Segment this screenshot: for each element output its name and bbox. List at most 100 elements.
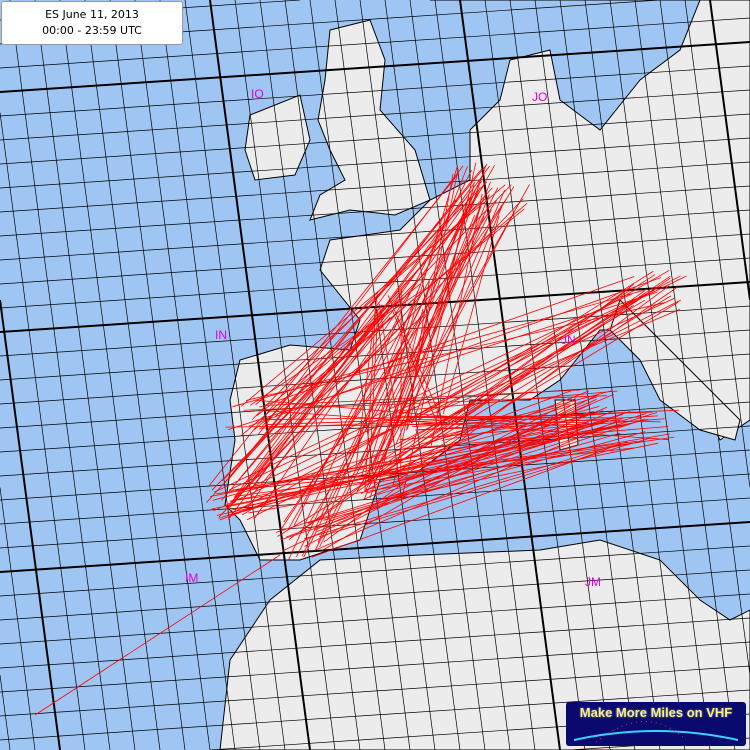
grid-meridian [434, 0, 536, 750]
propagation-path [395, 189, 505, 445]
propagation-path [361, 290, 419, 476]
propagation-path [364, 390, 590, 482]
propagation-path [397, 286, 679, 481]
propagation-path [226, 283, 417, 509]
propagation-path [212, 403, 571, 501]
propagation-path [253, 208, 525, 431]
propagation-path [233, 304, 392, 504]
grid-meridian [459, 0, 561, 750]
propagation-path [250, 296, 420, 497]
propagation-path [214, 293, 632, 493]
propagation-path [240, 295, 407, 437]
propagation-path [233, 199, 456, 498]
propagation-path [382, 442, 659, 500]
propagation-path [213, 297, 676, 512]
propagation-path [387, 295, 442, 420]
grid-meridian [609, 0, 711, 750]
propagation-path [307, 432, 621, 524]
propagation-path [245, 275, 687, 491]
propagation-path [248, 441, 644, 514]
propagation-paths [34, 162, 687, 716]
propagation-path [293, 169, 472, 527]
propagation-path [364, 216, 485, 499]
grid-meridian [684, 0, 750, 488]
grid-meridian [409, 0, 511, 750]
grid-parallel [0, 593, 750, 645]
propagation-path [369, 167, 458, 466]
grid-parallel [0, 665, 750, 717]
grid-meridian [584, 0, 686, 750]
grid-meridian [59, 0, 161, 750]
propagation-path [245, 302, 666, 401]
grid-meridian [34, 0, 136, 750]
propagation-path [388, 398, 576, 498]
propagation-path [364, 423, 622, 491]
propagation-path [262, 410, 669, 440]
grid-meridian [0, 299, 61, 750]
logo: Make More Miles on VHF [566, 702, 746, 746]
propagation-path [368, 308, 379, 484]
propagation-path [261, 409, 679, 429]
propagation-path [442, 215, 500, 415]
propagation-path [415, 270, 654, 420]
grid-parallel [0, 257, 750, 309]
grid-parallel [0, 329, 750, 381]
grid-meridian [84, 0, 186, 750]
grid-parallel [0, 137, 750, 189]
land-ireland [244, 94, 311, 181]
field-label: IO [251, 87, 264, 101]
grid-parallel [0, 113, 750, 165]
grid-meridian [484, 0, 586, 750]
propagation-path [288, 319, 400, 560]
propagation-path [323, 431, 646, 521]
grid-meridian [184, 0, 286, 750]
propagation-path [316, 411, 613, 533]
grid-parallel [0, 89, 750, 141]
propagation-path [308, 186, 515, 525]
grid-meridian [709, 0, 750, 301]
propagation-path [249, 289, 424, 406]
propagation-path [315, 419, 621, 551]
propagation-path [222, 314, 386, 482]
grid-meridian [359, 0, 461, 750]
propagation-path [286, 413, 623, 538]
propagation-path [275, 412, 658, 533]
grid-meridian [309, 0, 411, 750]
propagation-path [229, 427, 602, 502]
propagation-path [211, 184, 512, 491]
grid-meridian [259, 0, 361, 750]
propagation-path [259, 276, 635, 408]
propagation-path [436, 274, 656, 414]
propagation-path [303, 315, 422, 558]
propagation-path [317, 166, 468, 543]
propagation-path [231, 198, 524, 503]
propagation-path [223, 169, 482, 484]
propagation-path [257, 165, 464, 436]
grid-parallel [0, 41, 750, 93]
propagation-path [366, 181, 491, 482]
grid-parallel [0, 233, 750, 285]
grid-meridian [159, 0, 261, 750]
title-box: ES June 11, 2013 00:00 - 23:59 UTC [1, 1, 183, 45]
grid-meridian [9, 0, 111, 750]
propagation-path [369, 165, 487, 499]
propagation-path [304, 441, 628, 540]
grid-parallel [0, 185, 750, 237]
propagation-path [229, 290, 655, 491]
propagation-path [399, 277, 671, 463]
propagation-path [251, 181, 488, 420]
propagation-path [441, 411, 595, 441]
propagation-path [356, 184, 530, 492]
grid-meridian [534, 0, 636, 750]
grid-parallel [0, 617, 750, 669]
grid-parallel [0, 521, 750, 573]
grid-parallel [0, 209, 750, 261]
grid-meridian [0, 112, 86, 750]
grid-parallel [0, 161, 750, 213]
grid-meridian [634, 0, 736, 750]
propagation-path [406, 280, 430, 431]
field-label: JO [532, 90, 548, 104]
grid-parallel [0, 473, 750, 525]
